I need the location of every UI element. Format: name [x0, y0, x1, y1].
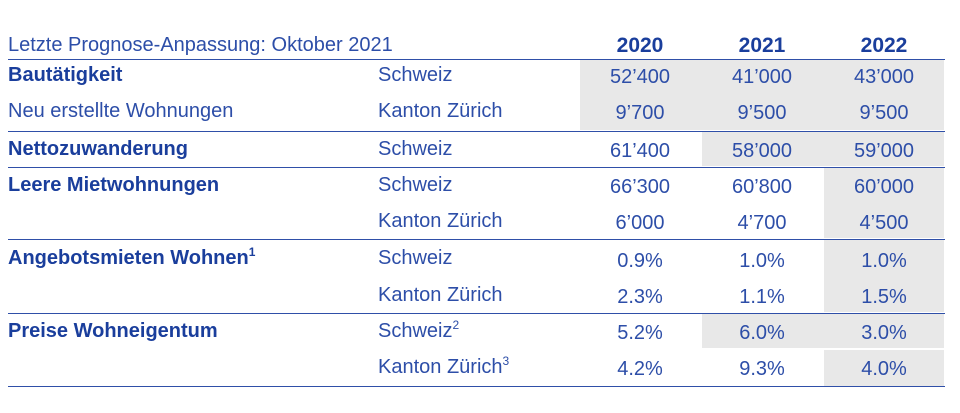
value-cell: 41’000 — [731, 66, 793, 88]
table-subtitle: Letzte Prognose-Anpassung: Oktober 2021 — [8, 34, 393, 56]
rule-3 — [8, 239, 945, 240]
year-header-2021: 2021 — [738, 34, 786, 57]
shade-netto-2021 — [702, 132, 944, 166]
region-label: Schweiz — [378, 138, 453, 160]
value-cell: 61’400 — [609, 140, 671, 162]
value-cell: 4’700 — [737, 212, 787, 234]
year-header-2020: 2020 — [616, 34, 664, 57]
value-cell: 4.0% — [861, 358, 907, 380]
shade-preise-zh-2022 — [824, 350, 944, 386]
value-cell: 5.2% — [617, 322, 663, 344]
category-label: Nettozuwanderung — [8, 138, 188, 160]
value-cell: 60’000 — [853, 176, 915, 198]
value-cell: 60’800 — [731, 176, 793, 198]
region-label: Kanton Zürich3 — [378, 354, 510, 378]
rule-bottom — [8, 386, 945, 387]
value-cell: 3.0% — [861, 322, 907, 344]
category-label: Preise Wohneigentum — [8, 320, 218, 342]
value-cell: 66’300 — [609, 176, 671, 198]
value-cell: 1.0% — [861, 250, 907, 272]
region-label: Schweiz2 — [378, 318, 460, 342]
rule-1 — [8, 131, 945, 132]
region-label: Schweiz — [378, 64, 453, 86]
value-cell: 4’500 — [859, 212, 909, 234]
value-cell: 1.1% — [739, 286, 785, 308]
rule-4 — [8, 313, 945, 314]
value-cell: 6.0% — [739, 322, 785, 344]
region-label: Schweiz — [378, 174, 453, 196]
region-label: Kanton Zürich — [378, 100, 503, 122]
shade-preise-ch — [702, 314, 944, 348]
value-cell: 0.9% — [617, 250, 663, 272]
year-header-2022: 2022 — [860, 34, 908, 57]
value-cell: 6’000 — [615, 212, 665, 234]
region-label: Kanton Zürich — [378, 210, 503, 232]
value-cell: 52’400 — [609, 66, 671, 88]
category-sublabel: Neu erstellte Wohnungen — [8, 100, 234, 122]
category-label: Leere Mietwohnungen — [8, 174, 220, 196]
value-cell: 4.2% — [617, 358, 663, 380]
category-label: Angebotsmieten Wohnen1 — [8, 245, 256, 269]
footnote-marker: 1 — [248, 245, 256, 259]
value-cell: 9’500 — [737, 102, 787, 124]
footnote-marker: 3 — [502, 354, 510, 368]
value-cell: 43’000 — [853, 66, 915, 88]
rule-2 — [8, 167, 945, 168]
shade-miet-2022 — [824, 240, 944, 312]
value-cell: 9’500 — [859, 102, 909, 124]
value-cell: 1.5% — [861, 286, 907, 308]
region-label: Kanton Zürich — [378, 284, 503, 306]
value-cell: 9.3% — [739, 358, 785, 380]
value-cell: 59’000 — [853, 140, 915, 162]
value-cell: 58’000 — [731, 140, 793, 162]
shade-leer-2022 — [824, 168, 944, 238]
rule-header — [8, 59, 945, 60]
category-label: Bautätigkeit — [8, 64, 123, 86]
region-label: Schweiz — [378, 247, 453, 269]
value-cell: 2.3% — [617, 286, 663, 308]
shade-bautaetigkeit — [580, 60, 944, 130]
value-cell: 9’700 — [615, 102, 665, 124]
footnote-marker: 2 — [452, 318, 460, 332]
value-cell: 1.0% — [739, 250, 785, 272]
